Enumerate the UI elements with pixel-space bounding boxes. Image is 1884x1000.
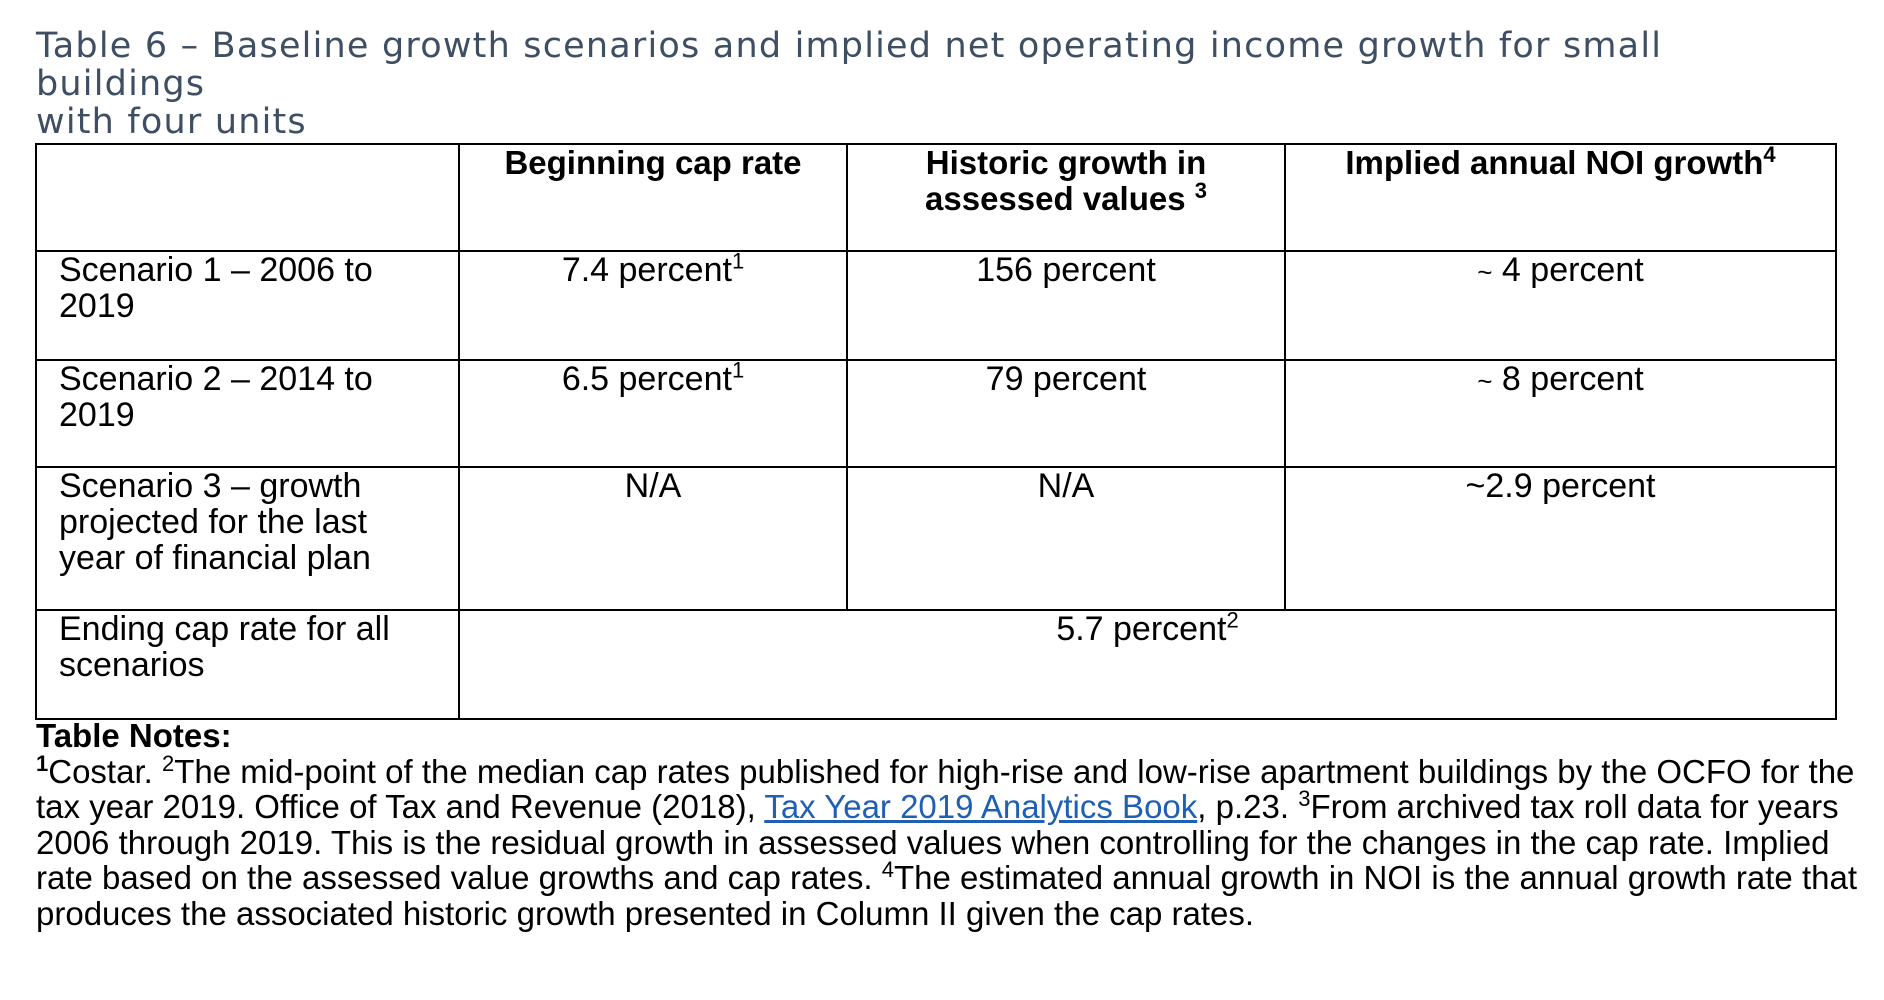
note-marker-4: 4 (881, 857, 894, 882)
note-4-text: The estimated annual growth in NOI is th… (36, 859, 1857, 932)
row-label-line: Scenario 1 – 2006 to (59, 251, 373, 289)
cell-cap-rate-scenario-3: N/A (458, 466, 848, 611)
caption-line-1: Table 6 – Baseline growth scenarios and … (36, 26, 1663, 104)
cell-historic-growth-scenario-3: N/A (846, 466, 1286, 611)
cell-ending-cap-rate: 5.7 percent2 (458, 607, 1837, 720)
cell-noi-growth-scenario-3: ~2.9 percent (1284, 466, 1837, 611)
header-historic-growth-line1: Historic growth in (925, 144, 1207, 181)
footnote-marker-1: 1 (731, 357, 745, 383)
row-label-line: Ending cap rate for all (59, 610, 390, 648)
footnote-marker-3: 3 (1194, 178, 1207, 203)
cell-noi-growth-scenario-2: ~ 8 percent (1284, 359, 1837, 468)
header-historic-growth-line2: assessed values (925, 180, 1186, 217)
table-row-scenario-3: Scenario 3 – growth projected for the la… (35, 466, 1837, 611)
row-label-ending-cap-rate: Ending cap rate for all scenarios (35, 609, 460, 720)
cell-cap-rate-scenario-1: 7.4 percent1 (458, 248, 848, 361)
cap-rate-value: 6.5 percent (561, 360, 732, 398)
table-notes-title: Table Notes: (36, 717, 232, 754)
approx-tilde: ~ (1477, 257, 1493, 287)
row-label-scenario-2: Scenario 2 – 2014 to 2019 (35, 359, 460, 468)
row-label-line: scenarios (59, 646, 205, 684)
row-label-line: Scenario 3 – growth (59, 467, 362, 505)
noi-growth-value: 8 percent (1492, 360, 1644, 398)
note-marker-3: 3 (1298, 786, 1311, 811)
cell-cap-rate-scenario-2: 6.5 percent1 (458, 357, 848, 468)
header-blank (35, 143, 460, 252)
cap-rate-value: 7.4 percent (561, 251, 732, 289)
ending-cap-rate-value: 5.7 percent (1056, 610, 1227, 648)
note-2-text: The mid-point of the median cap rates pu… (36, 752, 1855, 825)
header-row: Beginning cap rate Historic growth in as… (35, 142, 1837, 252)
footnote-marker-1: 1 (731, 248, 745, 274)
header-beginning-cap-rate-text: Beginning cap rate (504, 144, 802, 181)
approx-tilde: ~ (1477, 366, 1493, 396)
note-marker-1: 1 (36, 750, 49, 776)
row-label-scenario-1: Scenario 1 – 2006 to 2019 (35, 250, 460, 361)
caption-line-2: with four units (36, 102, 307, 142)
note-2-text-end: , p.23. (1197, 788, 1299, 825)
table-row-scenario-1: Scenario 1 – 2006 to 2019 7.4 percent1 1… (35, 248, 1837, 361)
cell-historic-growth-scenario-1: 156 percent (846, 250, 1286, 361)
footnote-marker-4: 4 (1763, 142, 1776, 167)
cell-historic-growth-scenario-2: 79 percent (846, 359, 1286, 468)
note-3-text: From archived tax roll data for years 20… (36, 788, 1839, 896)
row-label-line: projected for the last (59, 503, 368, 541)
row-label-line: year of financial plan (59, 539, 371, 577)
row-label-line: 2019 (59, 287, 135, 325)
note-1-text: Costar. (48, 752, 162, 790)
table-row-ending-cap-rate: Ending cap rate for all scenarios 5.7 pe… (35, 607, 1837, 720)
cell-noi-growth-scenario-1: ~ 4 percent (1284, 250, 1837, 361)
row-label-scenario-3: Scenario 3 – growth projected for the la… (35, 466, 460, 611)
row-label-line: 2019 (59, 396, 135, 434)
table-caption: Table 6 – Baseline growth scenarios and … (36, 27, 1836, 141)
header-historic-growth: Historic growth in assessed values 3 (846, 143, 1286, 252)
analytics-book-link[interactable]: Tax Year 2019 Analytics Book (764, 788, 1198, 825)
header-implied-noi-growth-text: Implied annual NOI growth (1345, 144, 1764, 181)
noi-growth-value: 4 percent (1492, 251, 1644, 289)
header-implied-noi-growth: Implied annual NOI growth4 (1284, 142, 1837, 252)
growth-scenarios-table: Beginning cap rate Historic growth in as… (35, 143, 1837, 720)
table-row-scenario-2: Scenario 2 – 2014 to 2019 6.5 percent1 7… (35, 357, 1837, 468)
note-marker-2: 2 (161, 750, 175, 776)
row-label-line: Scenario 2 – 2014 to (59, 360, 373, 398)
header-beginning-cap-rate: Beginning cap rate (458, 143, 848, 252)
table-notes: Table Notes: 1Costar. 2The mid-point of … (36, 718, 1866, 931)
footnote-marker-2: 2 (1226, 607, 1239, 633)
